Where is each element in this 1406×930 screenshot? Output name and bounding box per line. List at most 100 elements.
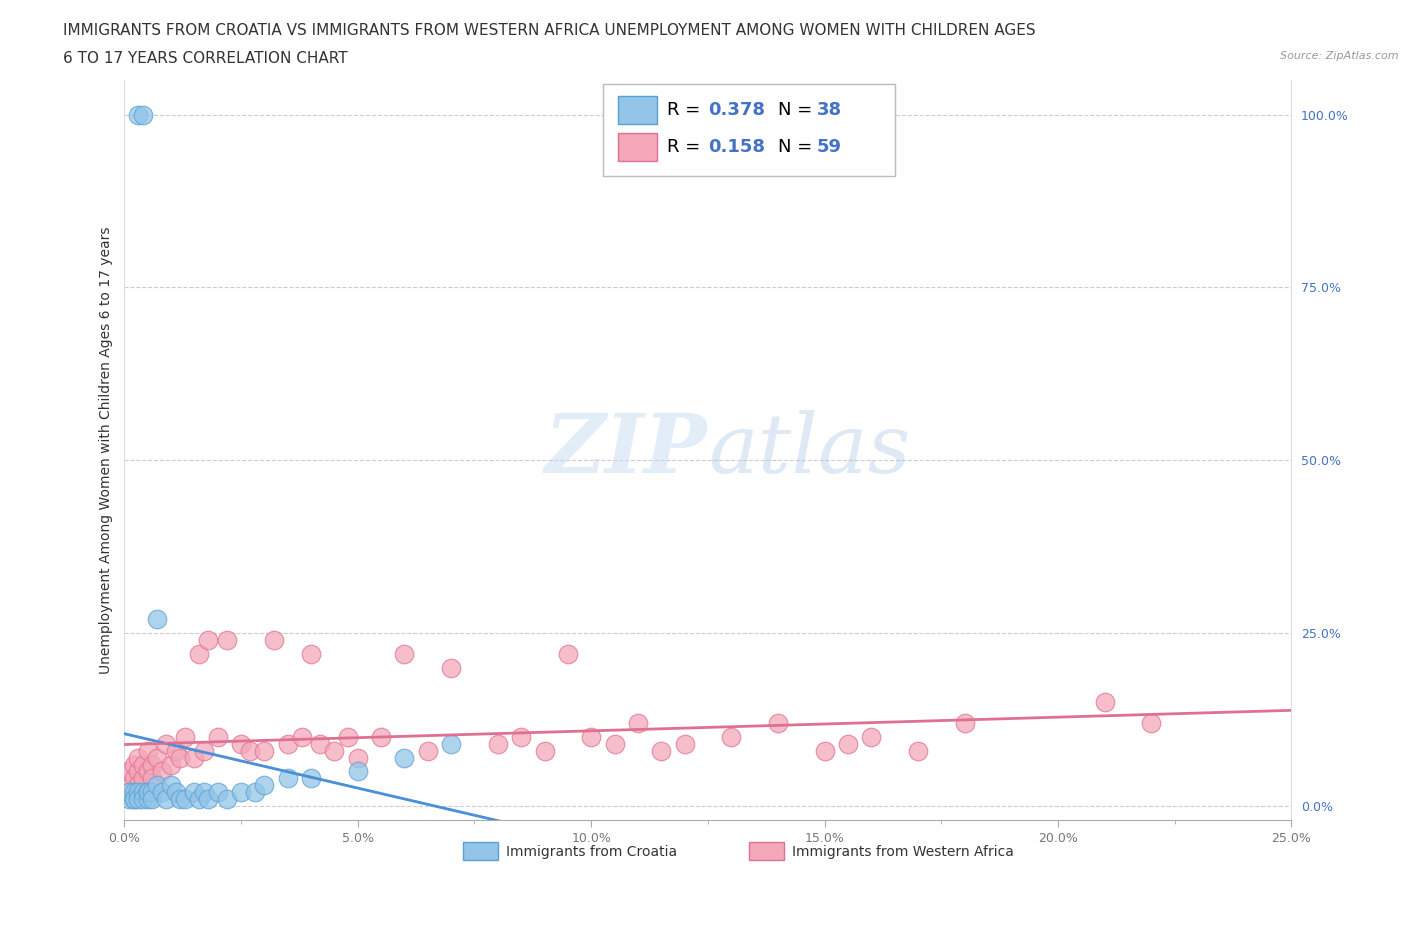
Point (239, 743, 262, 758)
Point (136, 791, 159, 806)
Point (243, 785, 266, 800)
Text: atlas: atlas (707, 410, 910, 490)
Point (370, 729, 392, 744)
Point (860, 729, 883, 744)
Point (132, 791, 155, 806)
Point (141, 771, 163, 786)
Text: N =: N = (778, 101, 818, 119)
Point (127, 777, 149, 792)
Point (440, 737, 463, 751)
Point (146, 777, 169, 792)
Point (533, 743, 555, 758)
FancyBboxPatch shape (619, 97, 657, 125)
Point (169, 791, 191, 806)
Point (673, 737, 696, 751)
Point (146, 612, 169, 627)
Point (155, 791, 177, 806)
Point (197, 632, 219, 647)
Point (136, 785, 159, 800)
Point (217, 791, 239, 806)
Text: Immigrants from Croatia: Immigrants from Croatia (506, 844, 678, 858)
Point (193, 743, 215, 758)
Point (627, 715, 650, 730)
Point (132, 771, 155, 786)
Point (277, 771, 299, 786)
Point (127, 764, 149, 778)
Point (141, 785, 163, 800)
Point (160, 757, 183, 772)
Text: IMMIGRANTS FROM CROATIA VS IMMIGRANTS FROM WESTERN AFRICA UNEMPLOYMENT AMONG WOM: IMMIGRANTS FROM CROATIA VS IMMIGRANTS FR… (63, 23, 1036, 38)
Point (118, 791, 141, 806)
Point (165, 743, 187, 758)
Point (207, 785, 229, 800)
Point (141, 791, 163, 806)
Text: 59: 59 (817, 139, 841, 156)
FancyBboxPatch shape (463, 842, 498, 860)
Point (127, 107, 149, 122)
Point (837, 737, 859, 751)
Text: R =: R = (666, 139, 706, 156)
FancyBboxPatch shape (603, 84, 894, 177)
Point (188, 646, 211, 661)
Text: 38: 38 (817, 101, 841, 119)
Point (1140, 715, 1163, 730)
Point (122, 757, 145, 772)
Point (174, 729, 197, 744)
Point (146, 751, 169, 765)
Point (127, 791, 149, 806)
Point (337, 729, 360, 744)
Point (291, 729, 314, 744)
Point (141, 757, 163, 772)
Text: ZIP: ZIP (546, 410, 707, 490)
Point (127, 785, 149, 800)
Point (217, 632, 239, 647)
Point (122, 791, 145, 806)
Point (132, 107, 155, 122)
Point (277, 737, 299, 751)
Point (155, 737, 177, 751)
Point (169, 751, 191, 765)
Point (136, 743, 159, 758)
Text: R =: R = (666, 101, 706, 119)
Point (231, 785, 253, 800)
Point (510, 729, 533, 744)
FancyBboxPatch shape (748, 842, 783, 860)
Point (394, 751, 416, 765)
Text: N =: N = (778, 139, 818, 156)
Point (346, 764, 368, 778)
Point (253, 777, 276, 792)
Point (416, 743, 439, 758)
Point (165, 785, 187, 800)
Point (136, 764, 159, 778)
Point (603, 737, 626, 751)
Point (253, 743, 276, 758)
Point (207, 729, 229, 744)
Point (193, 785, 215, 800)
Point (323, 743, 346, 758)
Point (122, 791, 145, 806)
Point (132, 757, 155, 772)
Point (486, 737, 509, 751)
Text: 6 TO 17 YEARS CORRELATION CHART: 6 TO 17 YEARS CORRELATION CHART (63, 51, 347, 66)
Point (557, 646, 579, 661)
Point (183, 785, 205, 800)
Point (579, 729, 602, 744)
Point (231, 737, 253, 751)
Y-axis label: Unemployment Among Women with Children Ages 6 to 17 years: Unemployment Among Women with Children A… (100, 226, 114, 673)
Point (160, 777, 183, 792)
FancyBboxPatch shape (619, 133, 657, 162)
Point (118, 764, 141, 778)
Point (650, 743, 672, 758)
Point (197, 791, 219, 806)
Point (720, 729, 742, 744)
Text: 0.378: 0.378 (707, 101, 765, 119)
Point (299, 771, 322, 786)
Point (309, 737, 332, 751)
Point (118, 785, 141, 800)
Point (132, 785, 155, 800)
Point (174, 791, 197, 806)
Point (127, 751, 149, 765)
Point (299, 646, 322, 661)
Point (953, 715, 976, 730)
Point (183, 751, 205, 765)
